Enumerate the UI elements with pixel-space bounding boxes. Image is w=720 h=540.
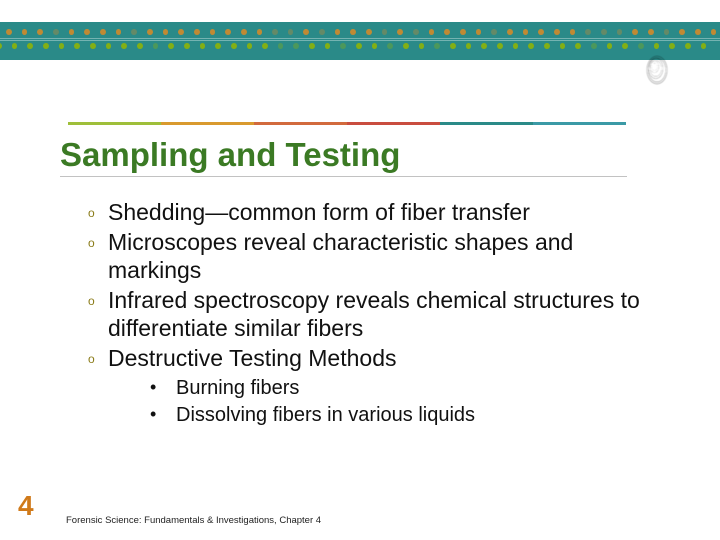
bullet-text: Destructive Testing Methods <box>108 344 658 372</box>
title-underline <box>60 176 627 177</box>
bullet-text: Microscopes reveal characteristic shapes… <box>108 228 658 284</box>
fingerprint-icon <box>626 30 688 110</box>
slide-title: Sampling and Testing <box>60 136 400 174</box>
header-line <box>0 40 720 41</box>
accent-line <box>68 122 626 125</box>
slide-number: 4 <box>18 490 34 522</box>
bullet-level2: • Dissolving fibers in various liquids <box>150 403 658 428</box>
bullet-level1: o Microscopes reveal characteristic shap… <box>88 228 658 284</box>
header-bar <box>0 0 720 72</box>
bullet-mark-icon: • <box>150 376 176 398</box>
bullet-mark-icon: o <box>88 198 108 221</box>
footer-text: Forensic Science: Fundamentals & Investi… <box>66 515 321 526</box>
bullet-text: Shedding—common form of fiber transfer <box>108 198 658 226</box>
bullet-level2: • Burning fibers <box>150 376 658 401</box>
bullet-mark-icon: o <box>88 228 108 251</box>
bullet-text: Dissolving fibers in various liquids <box>176 403 658 428</box>
bullet-mark-icon: • <box>150 403 176 425</box>
sub-bullet-group: • Burning fibers • Dissolving fibers in … <box>150 376 658 428</box>
bullet-mark-icon: o <box>88 286 108 309</box>
header-teal-band <box>0 22 720 60</box>
bullet-level1: o Destructive Testing Methods <box>88 344 658 372</box>
bullet-mark-icon: o <box>88 344 108 367</box>
content-area: o Shedding—common form of fiber transfer… <box>88 198 658 430</box>
header-line <box>0 38 720 39</box>
bullet-text: Infrared spectroscopy reveals chemical s… <box>108 286 658 342</box>
bullet-text: Burning fibers <box>176 376 658 401</box>
header-dots-orange <box>6 29 720 35</box>
bullet-level1: o Shedding—common form of fiber transfer <box>88 198 658 226</box>
bullet-level1: o Infrared spectroscopy reveals chemical… <box>88 286 658 342</box>
header-dots-green <box>0 43 716 49</box>
